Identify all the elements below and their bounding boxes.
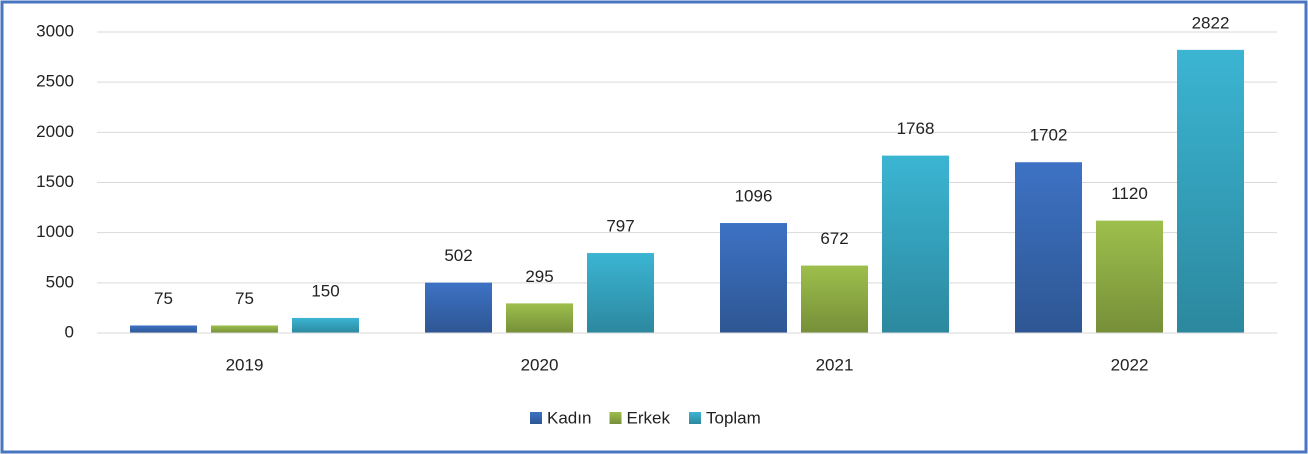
x-tick-label: 2020 [521,355,559,374]
bar [506,303,573,333]
y-tick-label: 1000 [36,222,74,241]
data-label: 150 [311,281,339,300]
bar [130,325,197,333]
y-tick-label: 500 [46,272,74,291]
data-label: 295 [525,267,553,286]
data-label: 502 [444,246,472,265]
legend-label: Kadın [547,408,591,427]
legend-swatch [530,412,542,424]
y-tick-label: 2500 [36,72,74,91]
data-label: 1768 [897,119,935,138]
bar [425,282,492,333]
data-label: 797 [606,217,634,236]
data-label: 2822 [1192,13,1230,32]
y-tick-label: 0 [65,322,74,341]
y-tick-label: 1500 [36,172,74,191]
legend-label: Toplam [706,408,761,427]
data-label: 1702 [1030,126,1068,145]
data-label: 75 [154,289,173,308]
legend-swatch [689,412,701,424]
bar [1177,49,1244,333]
x-tick-label: 2021 [816,355,854,374]
y-tick-label: 2000 [36,122,74,141]
bar [801,265,868,333]
bar [882,155,949,333]
data-label: 1096 [735,187,773,206]
bar [1015,162,1082,333]
x-tick-label: 2022 [1111,355,1149,374]
legend-label: Erkek [627,408,671,427]
y-tick-label: 3000 [36,21,74,40]
legend-swatch [609,412,622,424]
data-label: 672 [820,229,848,248]
data-label: 1120 [1111,184,1148,203]
bar [1096,220,1163,333]
bar [211,325,278,333]
bar [292,317,359,333]
bar [720,223,787,333]
data-label: 75 [235,289,254,308]
bar [587,253,654,333]
x-tick-label: 2019 [226,355,264,374]
